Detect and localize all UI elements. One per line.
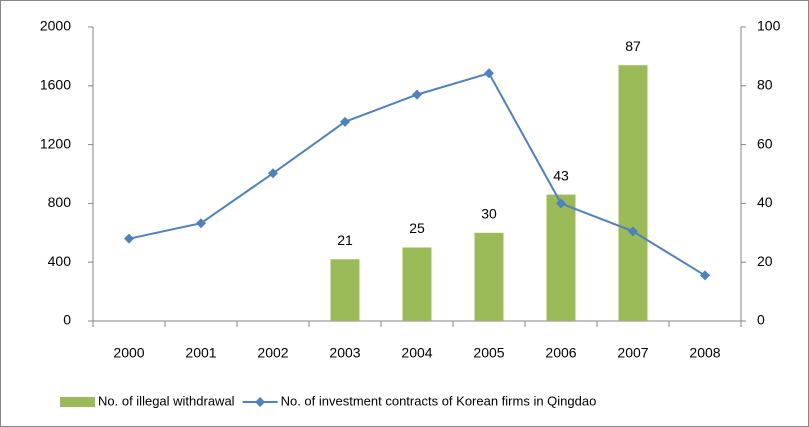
y-tick-label: 0 [63, 312, 71, 328]
y2-tick-label: 40 [757, 194, 773, 210]
legend-marker [255, 397, 266, 407]
y2-tick-label: 0 [757, 312, 765, 328]
legend-label: No. of investment contracts of Korean fi… [281, 393, 597, 408]
data-label: 21 [337, 232, 353, 248]
x-tick-label: 2000 [113, 345, 144, 361]
marker [124, 233, 134, 244]
data-label: 30 [481, 206, 497, 222]
marker [700, 270, 710, 281]
x-tick-label: 2008 [689, 345, 720, 361]
y2-tick-label: 80 [757, 77, 773, 93]
x-tick-label: 2005 [473, 345, 504, 361]
y2-tick-label: 60 [757, 135, 773, 151]
bar [618, 65, 648, 321]
data-label: 25 [409, 220, 425, 236]
bar [402, 247, 432, 321]
marker [340, 116, 350, 127]
bar [474, 232, 504, 321]
x-tick-label: 2007 [617, 345, 648, 361]
legend-swatch [60, 397, 95, 407]
bar [330, 259, 360, 321]
x-tick-label: 2006 [545, 345, 576, 361]
y-tick-label: 2000 [40, 18, 71, 34]
marker [412, 89, 422, 100]
x-tick-label: 2001 [185, 345, 216, 361]
x-tick-label: 2002 [257, 345, 288, 361]
marker [556, 198, 566, 209]
data-label: 43 [553, 167, 569, 183]
x-tick-label: 2003 [329, 345, 360, 361]
marker [196, 218, 206, 229]
x-tick-label: 2004 [401, 345, 432, 361]
marker [484, 68, 494, 79]
y2-tick-label: 100 [757, 18, 781, 34]
y2-tick-label: 20 [757, 253, 773, 269]
bar [546, 194, 576, 321]
marker [628, 226, 638, 237]
y-tick-label: 1200 [40, 135, 71, 151]
y-tick-label: 400 [48, 253, 72, 269]
legend-label: No. of illegal withdrawal [98, 393, 235, 408]
data-label: 87 [625, 38, 641, 54]
y-tick-label: 1600 [40, 77, 71, 93]
y-tick-label: 800 [48, 194, 72, 210]
marker [268, 168, 278, 179]
